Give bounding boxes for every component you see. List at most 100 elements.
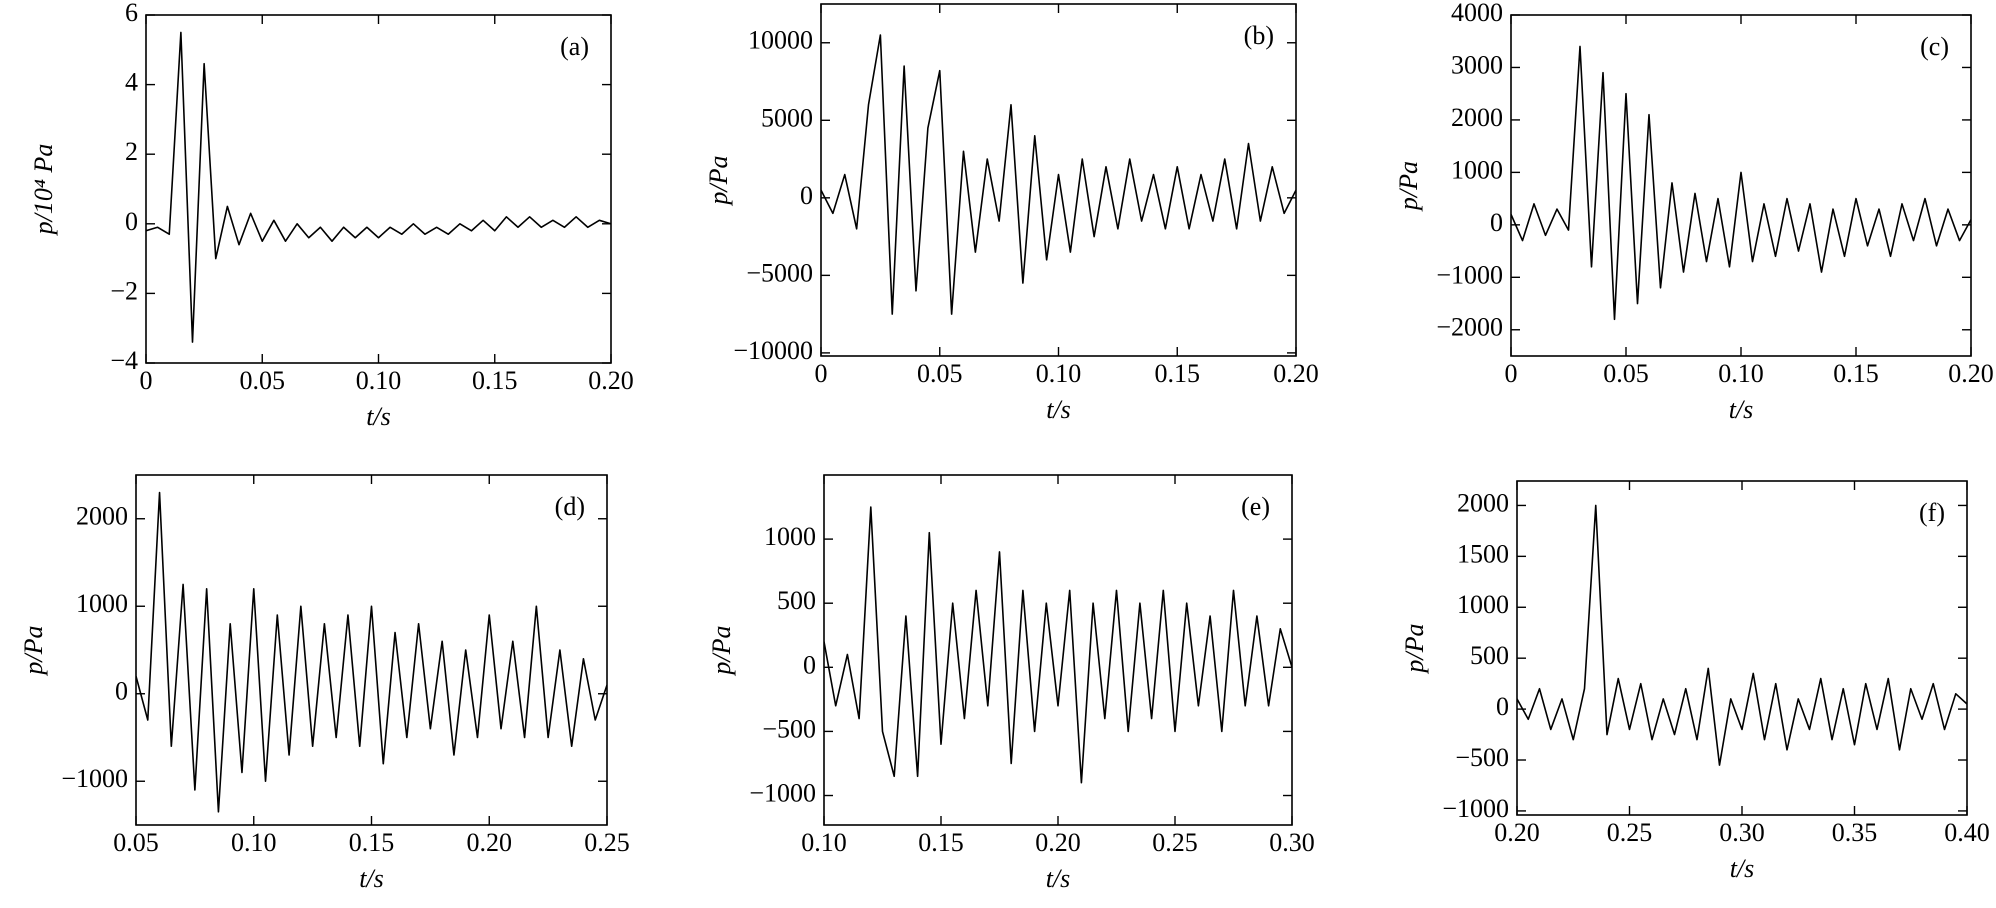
- x-tick-label: 0.20: [467, 828, 513, 857]
- plot-area: [1511, 45, 1971, 321]
- panel-annotation: (d): [555, 492, 585, 521]
- x-tick-label: 0.05: [1603, 359, 1649, 388]
- x-tick-label: 0.20: [1273, 359, 1319, 388]
- y-tick-label: 3000: [1451, 50, 1503, 79]
- y-tick-label: 1000: [764, 522, 816, 551]
- axes-frame: [135, 474, 608, 826]
- plot-area: [824, 506, 1292, 784]
- x-axis-label: t/s: [366, 402, 391, 431]
- x-tick-label: 0: [815, 359, 828, 388]
- signal-line: [824, 506, 1292, 784]
- x-axis-label: t/s: [1730, 854, 1755, 883]
- y-tick-label: −2000: [1436, 313, 1503, 342]
- y-axis-label: p/Pa: [19, 625, 48, 676]
- x-tick-label: 0.10: [356, 366, 402, 395]
- panel: 0 0.05 0.10 0.15 0.20 −4 −2 0 2 4 6 t/s p/10⁴ Pa (a): [29, 0, 634, 431]
- y-tick-label: 1500: [1457, 539, 1509, 568]
- y-tick-label: −1000: [1436, 260, 1503, 289]
- x-tick-label: 0.30: [1269, 828, 1315, 857]
- y-tick-label: 10000: [748, 26, 813, 55]
- panel-annotation: (c): [1920, 32, 1949, 61]
- y-tick-label: −4: [110, 346, 138, 375]
- signal-line: [136, 491, 607, 813]
- x-tick-label: 0.30: [1719, 818, 1765, 847]
- y-tick-label: 0: [1490, 208, 1503, 237]
- x-tick-label: 0.10: [1718, 359, 1764, 388]
- x-tick-label: 0.35: [1832, 818, 1878, 847]
- panel: 0.20 0.25 0.30 0.35 0.40 −1000 −500 0 500 1000 150…: [1400, 480, 1990, 883]
- x-tick-label: 0.10: [801, 828, 847, 857]
- y-tick-label: 0: [800, 181, 813, 210]
- panel-annotation: (a): [560, 32, 589, 61]
- x-axis-label: t/s: [1046, 395, 1071, 424]
- panel-annotation: (b): [1244, 21, 1274, 50]
- y-axis-label: p/Pa: [707, 625, 736, 676]
- x-tick-label: 0.20: [1494, 818, 1540, 847]
- y-tick-label: 1000: [76, 589, 128, 618]
- panel: 0 0.05 0.10 0.15 0.20 −2000 −1000 0 1000 2000 3000…: [1394, 0, 1994, 424]
- signal-line: [146, 31, 611, 343]
- y-tick-label: −1000: [1442, 794, 1509, 823]
- plot-area: [146, 31, 611, 343]
- y-tick-label: 2000: [1451, 103, 1503, 132]
- y-tick-label: −500: [1455, 743, 1509, 772]
- y-axis-label: p/10⁴ Pa: [29, 144, 58, 237]
- x-tick-label: 0.25: [1152, 828, 1198, 857]
- axes-frame: [1516, 480, 1968, 816]
- y-tick-label: 0: [115, 677, 128, 706]
- x-tick-label: 0.15: [349, 828, 395, 857]
- signal-line: [821, 34, 1296, 315]
- y-tick-label: −2: [110, 276, 138, 305]
- y-tick-label: 1000: [1451, 155, 1503, 184]
- x-tick-label: 0.05: [113, 828, 159, 857]
- panel: 0.05 0.10 0.15 0.20 0.25 −1000 0 1000 2000 t/s p/P…: [19, 474, 630, 893]
- x-tick-label: 0.10: [231, 828, 277, 857]
- y-tick-label: 0: [1496, 692, 1509, 721]
- panel-annotation: (e): [1241, 492, 1270, 521]
- y-tick-label: 2: [125, 137, 138, 166]
- y-tick-label: −1000: [61, 764, 128, 793]
- x-tick-label: 0.10: [1036, 359, 1082, 388]
- y-tick-label: −10000: [733, 336, 813, 365]
- panel: 0 0.05 0.10 0.15 0.20 −10000 −5000 0 5000 10000 t/…: [704, 3, 1319, 424]
- x-tick-label: 0: [140, 366, 153, 395]
- signal-line: [1511, 45, 1971, 321]
- x-tick-label: 0.25: [584, 828, 630, 857]
- x-tick-label: 0.25: [1607, 818, 1653, 847]
- y-tick-label: 6: [125, 0, 138, 27]
- y-tick-label: 5000: [761, 103, 813, 132]
- plot-area: [821, 34, 1296, 315]
- y-tick-label: 4000: [1451, 0, 1503, 27]
- x-tick-label: 0.05: [917, 359, 963, 388]
- y-tick-label: 500: [1470, 641, 1509, 670]
- plot-area: [136, 491, 607, 813]
- y-tick-label: −5000: [746, 258, 813, 287]
- y-tick-label: 2000: [76, 502, 128, 531]
- y-tick-label: 0: [125, 207, 138, 236]
- x-axis-label: t/s: [1046, 864, 1071, 893]
- plot-area: [1517, 504, 1967, 766]
- y-tick-label: −1000: [749, 778, 816, 807]
- y-tick-label: −500: [762, 714, 816, 743]
- y-tick-label: 4: [125, 68, 138, 97]
- x-tick-label: 0.15: [1833, 359, 1879, 388]
- x-axis-label: t/s: [1729, 395, 1754, 424]
- y-tick-label: 2000: [1457, 488, 1509, 517]
- x-tick-label: 0.20: [1035, 828, 1081, 857]
- x-tick-label: 0.15: [918, 828, 964, 857]
- panel-annotation: (f): [1919, 498, 1945, 527]
- y-axis-label: p/Pa: [1400, 623, 1429, 674]
- y-axis-label: p/Pa: [1394, 161, 1423, 212]
- x-axis-label: t/s: [359, 864, 384, 893]
- signal-line: [1517, 504, 1967, 766]
- x-tick-label: 0.05: [240, 366, 286, 395]
- y-tick-label: 500: [777, 586, 816, 615]
- x-tick-label: 0.20: [1948, 359, 1994, 388]
- y-tick-label: 1000: [1457, 590, 1509, 619]
- panel: 0.10 0.15 0.20 0.25 0.30 −1000 −500 0 500 1000 t/s…: [707, 474, 1315, 893]
- x-tick-label: 0: [1505, 359, 1518, 388]
- y-axis-label: p/Pa: [704, 155, 733, 206]
- x-tick-label: 0.20: [588, 366, 634, 395]
- x-tick-label: 0.15: [1155, 359, 1201, 388]
